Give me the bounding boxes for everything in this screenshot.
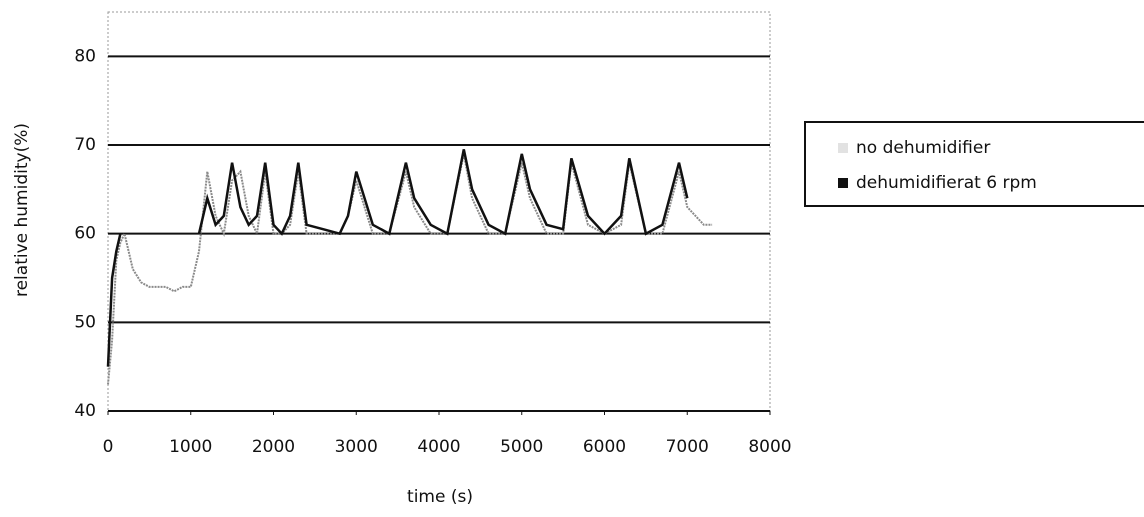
series-line <box>107 153 713 385</box>
y-tick-label: 70 <box>74 135 96 155</box>
x-tick-label: 1000 <box>169 437 212 457</box>
y-tick-label: 80 <box>74 46 96 66</box>
x-tick-label: 2000 <box>252 437 295 457</box>
x-tick-label: 4000 <box>417 437 460 457</box>
x-tick-label: 8000 <box>748 437 791 457</box>
y-tick-label: 40 <box>74 401 96 421</box>
legend-swatch <box>838 178 848 188</box>
x-tick-label: 5000 <box>500 437 543 457</box>
y-axis-label: relative humidity(%) <box>12 123 32 297</box>
y-tick-label: 50 <box>74 312 96 332</box>
legend-label: dehumidifierat 6 rpm <box>856 173 1037 193</box>
x-tick-label: 0 <box>103 437 114 457</box>
legend-swatch <box>838 143 848 153</box>
x-axis-label: time (s) <box>407 487 473 507</box>
x-tick-label: 7000 <box>666 437 709 457</box>
legend-box <box>804 121 1144 207</box>
x-tick-label: 6000 <box>583 437 626 457</box>
series-line <box>106 149 689 367</box>
y-tick-label: 60 <box>74 224 96 244</box>
legend-label: no dehumidifier <box>856 138 990 158</box>
x-tick-label: 3000 <box>335 437 378 457</box>
plot-frame <box>107 11 771 412</box>
